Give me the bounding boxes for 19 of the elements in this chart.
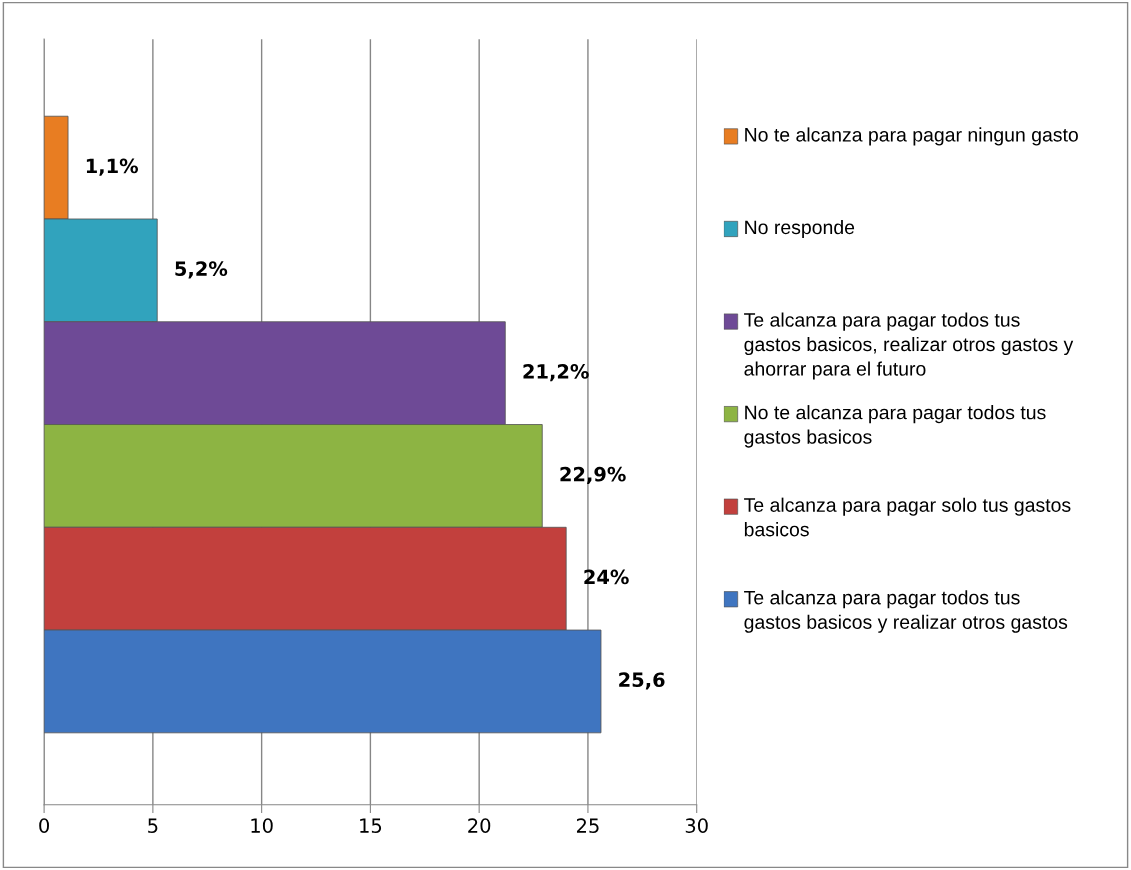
x-tick-label: 15 [360, 818, 382, 833]
x-tick-label: 5 [148, 818, 158, 833]
data-label: 5,2% [175, 261, 228, 279]
x-tick-label: 30 [685, 818, 708, 833]
legend-label: No te alcanza para pagar todos tus gastos basicos [744, 405, 1046, 448]
legend-label: No responde [745, 219, 855, 239]
data-label: 25,6 [619, 672, 665, 690]
legend-label: Te alcanza para pagar solo tus gastos basicos [744, 497, 1071, 537]
x-tick-label: 25 [576, 818, 599, 833]
data-label: 24% [584, 569, 629, 585]
x-tick-label: 20 [468, 818, 491, 833]
data-label: 1,1% [86, 158, 139, 176]
data-label: 21,2% [523, 364, 589, 382]
x-tick-label: 0 [39, 818, 49, 833]
legend-label: No te alcanza para pagar ningun gasto [745, 127, 1078, 146]
x-tick-label: 10 [251, 818, 273, 833]
legend-label: Te alcanza para pagar todos tus gastos basicos, realizar otros gastos y ahorrar para el futuro [744, 312, 1074, 380]
data-label: 22,9% [560, 466, 626, 485]
legend-label: Te alcanza para pagar todos tus gastos basicos y realizar otros gastos [744, 590, 1068, 633]
